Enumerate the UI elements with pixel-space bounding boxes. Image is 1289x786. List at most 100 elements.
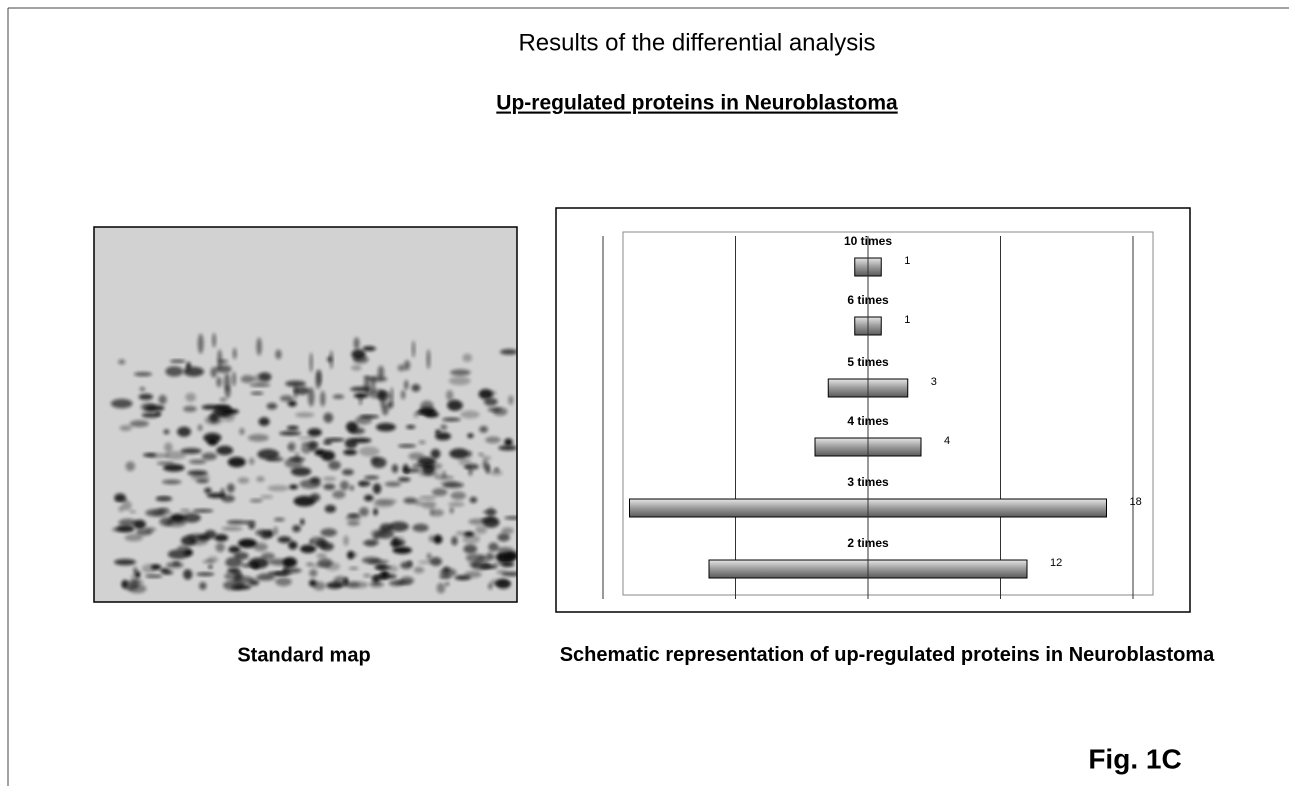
gel-spot (260, 494, 274, 499)
gel-spot (413, 412, 420, 418)
gel-spot (485, 464, 491, 474)
gel-spot (348, 552, 358, 558)
gel-spot (256, 337, 262, 356)
gel-spot (435, 432, 452, 441)
gel-frame (93, 226, 518, 603)
gel-spot (224, 572, 243, 581)
gel-spot (339, 480, 350, 491)
gel-spot (183, 569, 193, 580)
gel-spot (374, 498, 397, 505)
gel-spot (237, 538, 257, 548)
gel-spot (145, 574, 163, 578)
gel-spot (363, 494, 374, 502)
gel-spot (417, 456, 436, 466)
gel-spot (306, 562, 314, 567)
gel-spot (490, 469, 503, 476)
gel-spot (464, 465, 470, 469)
gel-spot (196, 478, 209, 484)
gel-spot (197, 333, 204, 354)
gel-spot (373, 508, 378, 516)
gel-spot (411, 384, 421, 392)
gel-spot (389, 540, 404, 547)
gel-spot (454, 575, 471, 581)
gel-spot (404, 380, 409, 390)
gel-spot (212, 332, 217, 348)
gel-spot (258, 372, 272, 382)
gel-spot (430, 448, 441, 459)
gel-spot (451, 535, 458, 545)
gel-spot (344, 438, 358, 449)
gel-spot (268, 571, 285, 576)
gel-spot (301, 443, 312, 454)
gel-spot (232, 371, 236, 387)
gel-spot (504, 438, 513, 446)
gel-spot (309, 568, 318, 578)
gel-spot (436, 582, 446, 594)
gel-spot (287, 400, 297, 407)
gel-spot (347, 513, 360, 518)
gel-spot (455, 531, 465, 536)
gel-spot (412, 523, 429, 533)
gel-spot (468, 468, 473, 476)
gel-spot (257, 448, 280, 460)
gel-image (94, 227, 517, 602)
gel-spot (130, 574, 137, 580)
value-label: 12 (1050, 557, 1062, 569)
gel-spot (277, 536, 292, 544)
title: Results of the differential analysis (518, 29, 875, 56)
gel-spot (232, 347, 237, 360)
gel-spot (421, 464, 435, 475)
figure-label: Fig. 1C (1088, 743, 1181, 774)
gel-spot (164, 451, 187, 460)
gel-spot (398, 444, 417, 448)
gel-spot (449, 448, 470, 459)
gel-spot (442, 417, 461, 422)
gel-spot (214, 534, 229, 542)
gel-spot (287, 444, 294, 450)
gel-spot (478, 389, 493, 400)
gel-spot (384, 481, 402, 487)
gel-spot (347, 520, 360, 526)
gel-spot (420, 400, 434, 412)
gel-spot (217, 349, 223, 369)
gel-spot (114, 493, 126, 502)
gel-spot (323, 440, 333, 445)
gel-spot (165, 366, 184, 377)
gel-spot (222, 415, 235, 422)
gel-spot (129, 420, 149, 428)
subtitle: Up-regulated proteins in Neuroblastoma (496, 92, 898, 115)
gel-spot (273, 526, 279, 536)
gel-spot (348, 566, 359, 570)
gel-spot (216, 376, 222, 388)
gel-spot (309, 352, 313, 373)
gel-spot (248, 522, 256, 530)
gel-spot (249, 498, 263, 503)
gel-spot (293, 495, 316, 507)
gel-spot (192, 509, 214, 513)
gel-spot (480, 565, 498, 569)
gel-spot (496, 569, 508, 575)
gel-spot (279, 431, 302, 436)
gel-spot (320, 390, 326, 407)
gel-spot (458, 458, 472, 466)
gel-spot (426, 552, 432, 560)
gel-spot (215, 364, 232, 374)
gel-spot (163, 429, 170, 435)
gel-spot (479, 425, 488, 433)
right-caption: Schematic representation of up-regulated… (559, 644, 1215, 666)
gel-spot (248, 579, 260, 586)
gel-spot (293, 386, 310, 395)
gel-spot (371, 376, 376, 394)
gel-spot (369, 581, 384, 588)
gel-spot (167, 549, 190, 560)
gel-spot (196, 572, 215, 576)
gel-spot (317, 558, 333, 568)
gel-spot (403, 470, 410, 474)
gel-spot (372, 483, 382, 495)
gel-spot (163, 463, 185, 472)
gel-spot (133, 372, 153, 377)
gel-spot (285, 380, 306, 387)
gel-spot (428, 535, 435, 543)
gel-spot (415, 411, 432, 415)
gel-spot (487, 583, 493, 590)
